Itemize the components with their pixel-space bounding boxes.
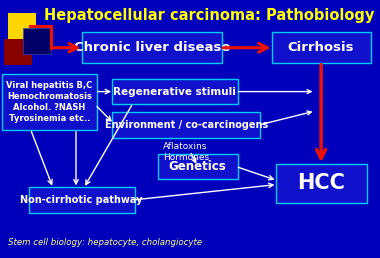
FancyBboxPatch shape bbox=[276, 164, 367, 203]
Text: Hepatocellular carcinoma: Pathobiology: Hepatocellular carcinoma: Pathobiology bbox=[44, 8, 374, 23]
Text: Cirrhosis: Cirrhosis bbox=[288, 41, 354, 54]
Bar bbox=[4, 39, 32, 64]
Text: Aflatoxins
Hormones: Aflatoxins Hormones bbox=[163, 142, 209, 162]
Text: Viral hepatitis B,C
Hemochromatosis
Alcohol. ?NASH
Tyrosinemia etc..: Viral hepatitis B,C Hemochromatosis Alco… bbox=[6, 81, 92, 123]
Bar bbox=[8, 13, 36, 39]
FancyBboxPatch shape bbox=[2, 74, 97, 130]
Text: Stem cell biology: hepatocyte, cholangiocyte: Stem cell biology: hepatocyte, cholangio… bbox=[8, 238, 202, 247]
Text: HCC: HCC bbox=[297, 173, 345, 193]
Bar bbox=[23, 28, 51, 54]
FancyBboxPatch shape bbox=[82, 32, 222, 63]
FancyBboxPatch shape bbox=[272, 32, 370, 63]
FancyBboxPatch shape bbox=[158, 154, 238, 179]
Text: Regenerative stimuli: Regenerative stimuli bbox=[113, 87, 236, 96]
FancyBboxPatch shape bbox=[112, 112, 260, 138]
Text: Environment / co-carcinogens: Environment / co-carcinogens bbox=[105, 120, 268, 130]
Text: Non-cirrhotic pathway: Non-cirrhotic pathway bbox=[21, 195, 143, 205]
Text: Chronic liver disease: Chronic liver disease bbox=[74, 41, 230, 54]
Text: Genetics: Genetics bbox=[169, 160, 226, 173]
FancyBboxPatch shape bbox=[112, 79, 238, 104]
FancyBboxPatch shape bbox=[28, 187, 135, 213]
